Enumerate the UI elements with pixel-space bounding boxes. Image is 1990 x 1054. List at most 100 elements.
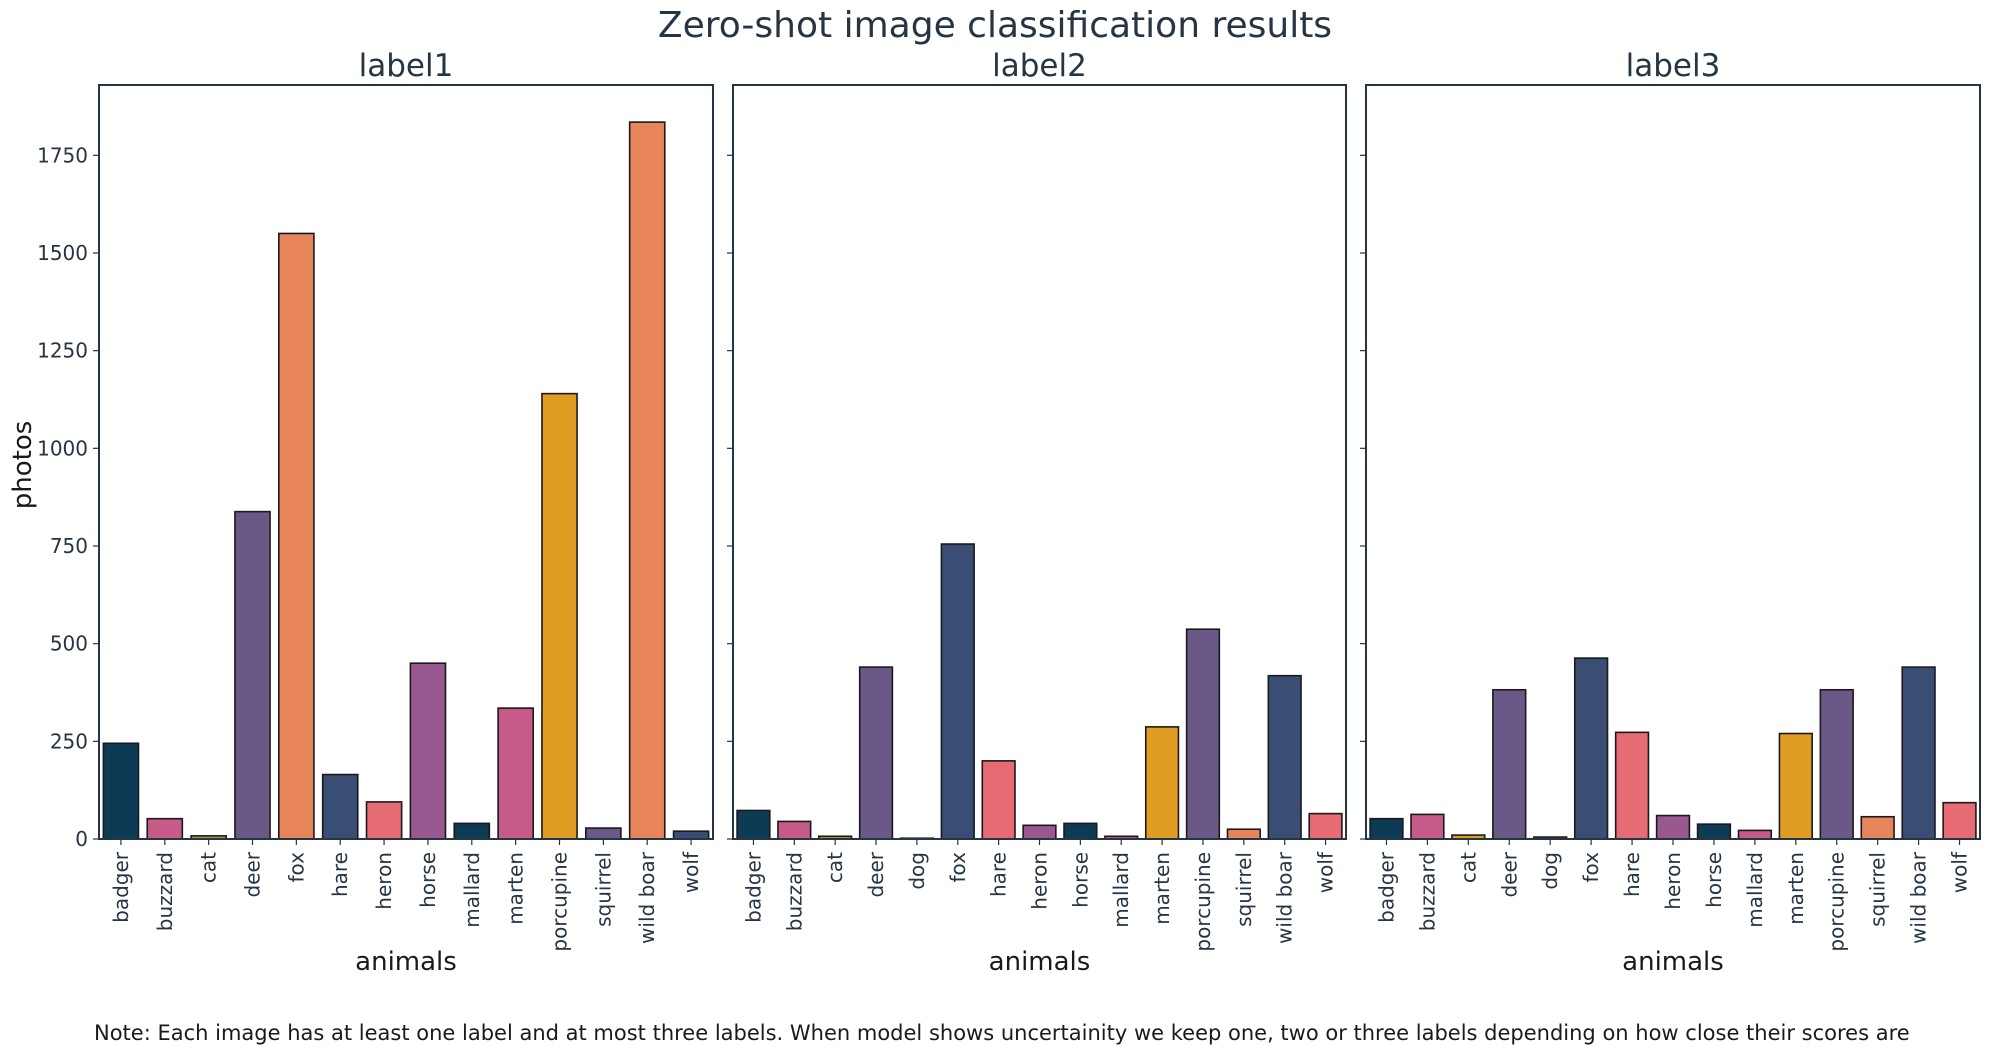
- bar-marten: [1778, 732, 1813, 840]
- bar-heron: [365, 801, 403, 840]
- bar-mallard: [1737, 829, 1773, 840]
- x-tick-label: porcupine: [1191, 852, 1215, 952]
- x-axis-label: animals: [1622, 947, 1724, 977]
- y-tick-label: 1250: [37, 339, 88, 363]
- x-tick-label: wolf: [1314, 851, 1338, 893]
- bar-buzzard: [146, 817, 184, 840]
- x-tick-label: mallard: [1743, 852, 1767, 928]
- y-tick-label: 1000: [37, 436, 88, 460]
- x-tick-label: wild boar: [1273, 851, 1297, 944]
- x-tick-label: wild boar: [1907, 851, 1931, 944]
- x-tick-label: porcupine: [548, 852, 572, 952]
- bar-heron: [1655, 814, 1691, 840]
- x-tick-label: wolf: [1948, 851, 1972, 893]
- bar-deer: [234, 510, 271, 840]
- bar-horse: [1696, 823, 1732, 840]
- x-tick-label: heron: [372, 852, 396, 910]
- x-tick-label: wild boar: [635, 851, 659, 944]
- x-tick-label: deer: [864, 851, 888, 897]
- x-tick-label: dog: [905, 852, 929, 890]
- bar-hare: [321, 773, 359, 840]
- plot-frame: [1365, 84, 1981, 840]
- x-tick-label: badger: [741, 851, 765, 923]
- bar-hare: [981, 760, 1016, 840]
- x-tick-label: buzzard: [1415, 852, 1439, 931]
- bar-badger: [1369, 817, 1404, 840]
- x-tick-label: fox: [1579, 852, 1603, 883]
- bar-badger: [102, 742, 140, 840]
- chart-note: Note: Each image has at least one label …: [94, 1021, 1910, 1045]
- x-axis-label: animals: [355, 947, 457, 977]
- x-tick-label: horse: [416, 852, 440, 908]
- x-axis-label: animals: [989, 947, 1091, 977]
- x-tick-label: mallard: [1109, 852, 1133, 928]
- panel-title: label3: [1626, 48, 1721, 84]
- x-tick-label: badger: [109, 851, 133, 923]
- bar-squirrel: [585, 827, 622, 840]
- x-tick-label: mallard: [460, 852, 484, 928]
- bar-deer: [858, 666, 894, 840]
- x-tick-label: horse: [1702, 852, 1726, 908]
- y-tick-label: 500: [50, 632, 88, 656]
- y-tick-label: 1500: [37, 241, 88, 265]
- bar-horse: [1063, 822, 1098, 840]
- x-tick-label: deer: [241, 851, 265, 897]
- plot-frame: [98, 84, 714, 840]
- x-tick-label: deer: [1497, 851, 1521, 897]
- x-tick-label: horse: [1068, 852, 1092, 908]
- panel-title: label1: [359, 48, 454, 84]
- bar-buzzard: [777, 820, 812, 840]
- bar-wild-boar: [628, 121, 666, 840]
- y-axis-label: photos: [8, 421, 38, 510]
- y-tick-label: 750: [50, 534, 88, 558]
- bar-porcupine: [541, 392, 578, 840]
- bar-porcupine: [1185, 628, 1221, 840]
- chart-panels: label1 0 250 500 750 1000 1250 1500 1750 badger bu…: [37, 48, 1981, 977]
- x-tick-label: fox: [946, 852, 970, 883]
- y-tick-label: 250: [50, 729, 88, 753]
- x-tick-label: squirrel: [1866, 852, 1890, 927]
- x-tick-label: hare: [1620, 852, 1644, 897]
- bar-fox: [940, 543, 975, 840]
- bar-buzzard: [1410, 813, 1445, 840]
- x-tick-label: squirrel: [591, 852, 615, 927]
- bar-fox: [278, 232, 315, 840]
- x-tick-label: hare: [328, 852, 352, 897]
- x-tick-label: marten: [1784, 852, 1808, 925]
- bar-porcupine: [1819, 688, 1854, 840]
- x-tick-label: fox: [284, 852, 308, 883]
- x-tick-label: hare: [987, 852, 1011, 897]
- x-tick-label: marten: [1150, 852, 1174, 925]
- bar-wolf: [1942, 801, 1977, 840]
- y-tick-label: 0: [75, 827, 88, 851]
- panel-label3: label3 badger buzzard cat deer dog fox hare hero…: [1360, 48, 1981, 977]
- bar-marten: [1144, 726, 1180, 840]
- bar-mallard: [453, 822, 491, 840]
- chart-title: Zero-shot image classification results: [658, 5, 1332, 46]
- bar-squirrel: [1860, 815, 1895, 840]
- bar-wild-boar: [1901, 666, 1936, 840]
- x-tick-label: dog: [1538, 852, 1562, 890]
- x-tick-label: cat: [823, 852, 847, 883]
- x-tick-label: porcupine: [1825, 852, 1849, 952]
- bar-horse: [409, 662, 447, 840]
- plot-frame: [732, 84, 1347, 840]
- panel-label2: label2 badger buzzard cat deer dog fox hare hero…: [727, 48, 1347, 977]
- bar-wolf: [672, 830, 710, 840]
- x-tick-label: buzzard: [153, 852, 177, 931]
- bar-squirrel: [1226, 828, 1261, 840]
- bar-heron: [1022, 824, 1057, 840]
- x-tick-label: buzzard: [782, 852, 806, 931]
- x-tick-label: heron: [1661, 852, 1685, 910]
- bar-wild-boar: [1267, 674, 1302, 840]
- bar-fox: [1573, 657, 1609, 840]
- x-tick-label: squirrel: [1232, 852, 1256, 927]
- bar-marten: [497, 707, 534, 840]
- x-tick-label: badger: [1374, 851, 1398, 923]
- x-tick-label: cat: [1456, 852, 1480, 883]
- x-tick-label: heron: [1028, 852, 1052, 910]
- bar-wolf: [1308, 812, 1343, 840]
- x-tick-label: marten: [504, 852, 528, 925]
- panel-title: label2: [992, 48, 1087, 84]
